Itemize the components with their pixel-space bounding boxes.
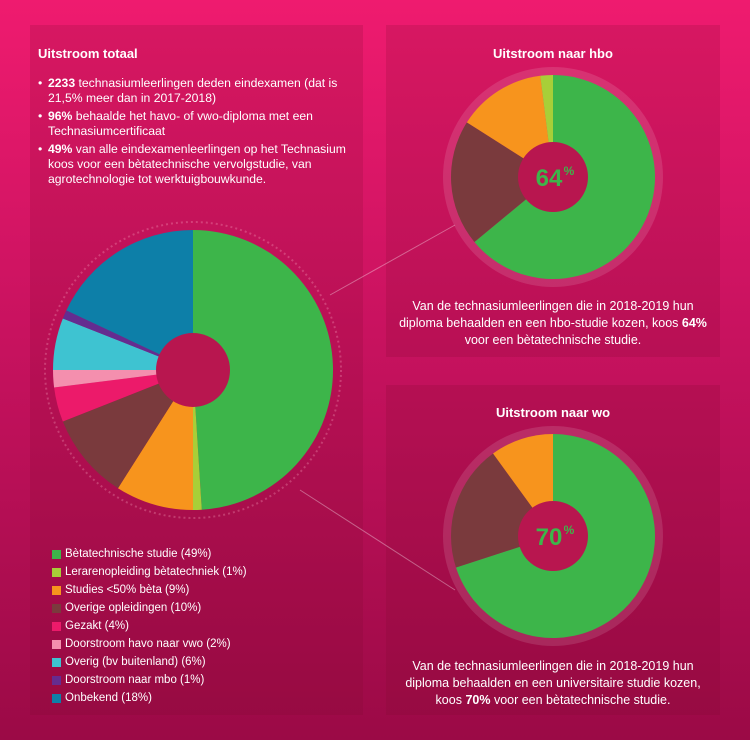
legend-label: Gezakt (4%) — [65, 620, 129, 632]
legend-swatch — [52, 639, 61, 649]
legend-label: Overige opleidingen (10%) — [65, 602, 202, 614]
connector-line-wo — [299, 489, 456, 591]
legend-swatch — [52, 567, 61, 577]
legend-label: Onbekend (18%) — [65, 692, 152, 704]
main-pie-slice — [193, 230, 333, 510]
legend-label: Studies <50% bèta (9%) — [65, 584, 190, 596]
summary-bullet-figure: 96% — [48, 109, 73, 123]
hbo-caption-end: voor een bètatechnische studie. — [464, 333, 642, 347]
wo-caption-text: Van de technasiumleerlingen die in 2018-… — [405, 659, 701, 707]
legend-swatch — [52, 657, 61, 667]
wo-pie-center — [518, 501, 588, 571]
legend-item: Onbekend (18%) — [52, 689, 247, 707]
main-pie-slice — [66, 230, 193, 370]
summary-bullet: 49% van alle eindexamenleerlingen op het… — [38, 142, 358, 187]
legend-label: Bètatechnische studie (49%) — [65, 548, 212, 560]
summary-bullet-figure: 49% — [48, 142, 73, 156]
wo-caption-end: voor een bètatechnische studie. — [490, 693, 671, 707]
legend-swatch — [52, 621, 61, 631]
summary-bullet-text: technasiumleerlingen deden eindexamen (d… — [48, 76, 338, 105]
main-pie-center — [156, 333, 230, 407]
hbo-center-value: 64 — [536, 165, 563, 192]
legend-item: Bètatechnische studie (49%) — [52, 545, 247, 563]
hbo-caption-text: Van de technasiumleerlingen die in 2018-… — [399, 299, 694, 330]
summary-bullet-text: behaalde het havo- of vwo-diploma met ee… — [48, 109, 313, 138]
legend-label: Overig (bv buitenland) (6%) — [65, 656, 206, 668]
legend-swatch — [52, 549, 61, 559]
wo-center-unit: % — [564, 523, 575, 537]
summary-bullet-figure: 2233 — [48, 76, 76, 90]
wo-center-value: 70 — [536, 524, 563, 551]
hbo-title: Uitstroom naar hbo — [493, 46, 613, 61]
hbo-caption: Van de technasiumleerlingen die in 2018-… — [398, 298, 708, 349]
wo-title: Uitstroom naar wo — [495, 405, 611, 420]
connector-line-hbo — [329, 224, 456, 296]
legend-item: Gezakt (4%) — [52, 617, 247, 635]
main-pie-slice — [53, 318, 193, 370]
main-pie-slice — [62, 370, 193, 489]
legend-swatch — [52, 585, 61, 595]
legend-label: Doorstroom havo naar vwo (2%) — [65, 638, 231, 650]
legend-item: Lerarenopleiding bètatechniek (1%) — [52, 563, 247, 581]
main-pie-slice — [54, 370, 193, 422]
legend-item: Studies <50% bèta (9%) — [52, 581, 247, 599]
hbo-pie-center — [518, 142, 588, 212]
wo-caption-percent: 70% — [465, 693, 491, 707]
main-pie-outer-ring — [44, 221, 342, 519]
legend-item: Doorstroom naar mbo (1%) — [52, 671, 247, 689]
hbo-caption-percent: 64% — [681, 316, 707, 330]
legend-item: Doorstroom havo naar vwo (2%) — [52, 635, 247, 653]
legend-swatch — [52, 603, 61, 613]
legend-item: Overige opleidingen (10%) — [52, 599, 247, 617]
chart-legend: Bètatechnische studie (49%) Lerarenopleid… — [52, 545, 247, 707]
legend-item: Overig (bv buitenland) (6%) — [52, 653, 247, 671]
wo-caption: Van de technasiumleerlingen die in 2018-… — [398, 658, 708, 709]
total-outflow-title: Uitstroom totaal — [38, 46, 138, 61]
summary-bullet: 96% behaalde het havo- of vwo-diploma me… — [38, 109, 358, 139]
legend-label: Doorstroom naar mbo (1%) — [65, 674, 205, 686]
summary-bullets: 2233 technasiumleerlingen deden eindexam… — [38, 76, 358, 190]
main-pie-slice — [117, 370, 193, 510]
legend-swatch — [52, 675, 61, 685]
legend-swatch — [52, 693, 61, 703]
legend-label: Lerarenopleiding bètatechniek (1%) — [65, 566, 247, 578]
hbo-center-unit: % — [564, 164, 575, 178]
summary-bullet: 2233 technasiumleerlingen deden eindexam… — [38, 76, 358, 106]
summary-bullet-text: van alle eindexamenleerlingen op het Tec… — [48, 142, 346, 186]
hbo-pie-slice — [451, 122, 553, 243]
